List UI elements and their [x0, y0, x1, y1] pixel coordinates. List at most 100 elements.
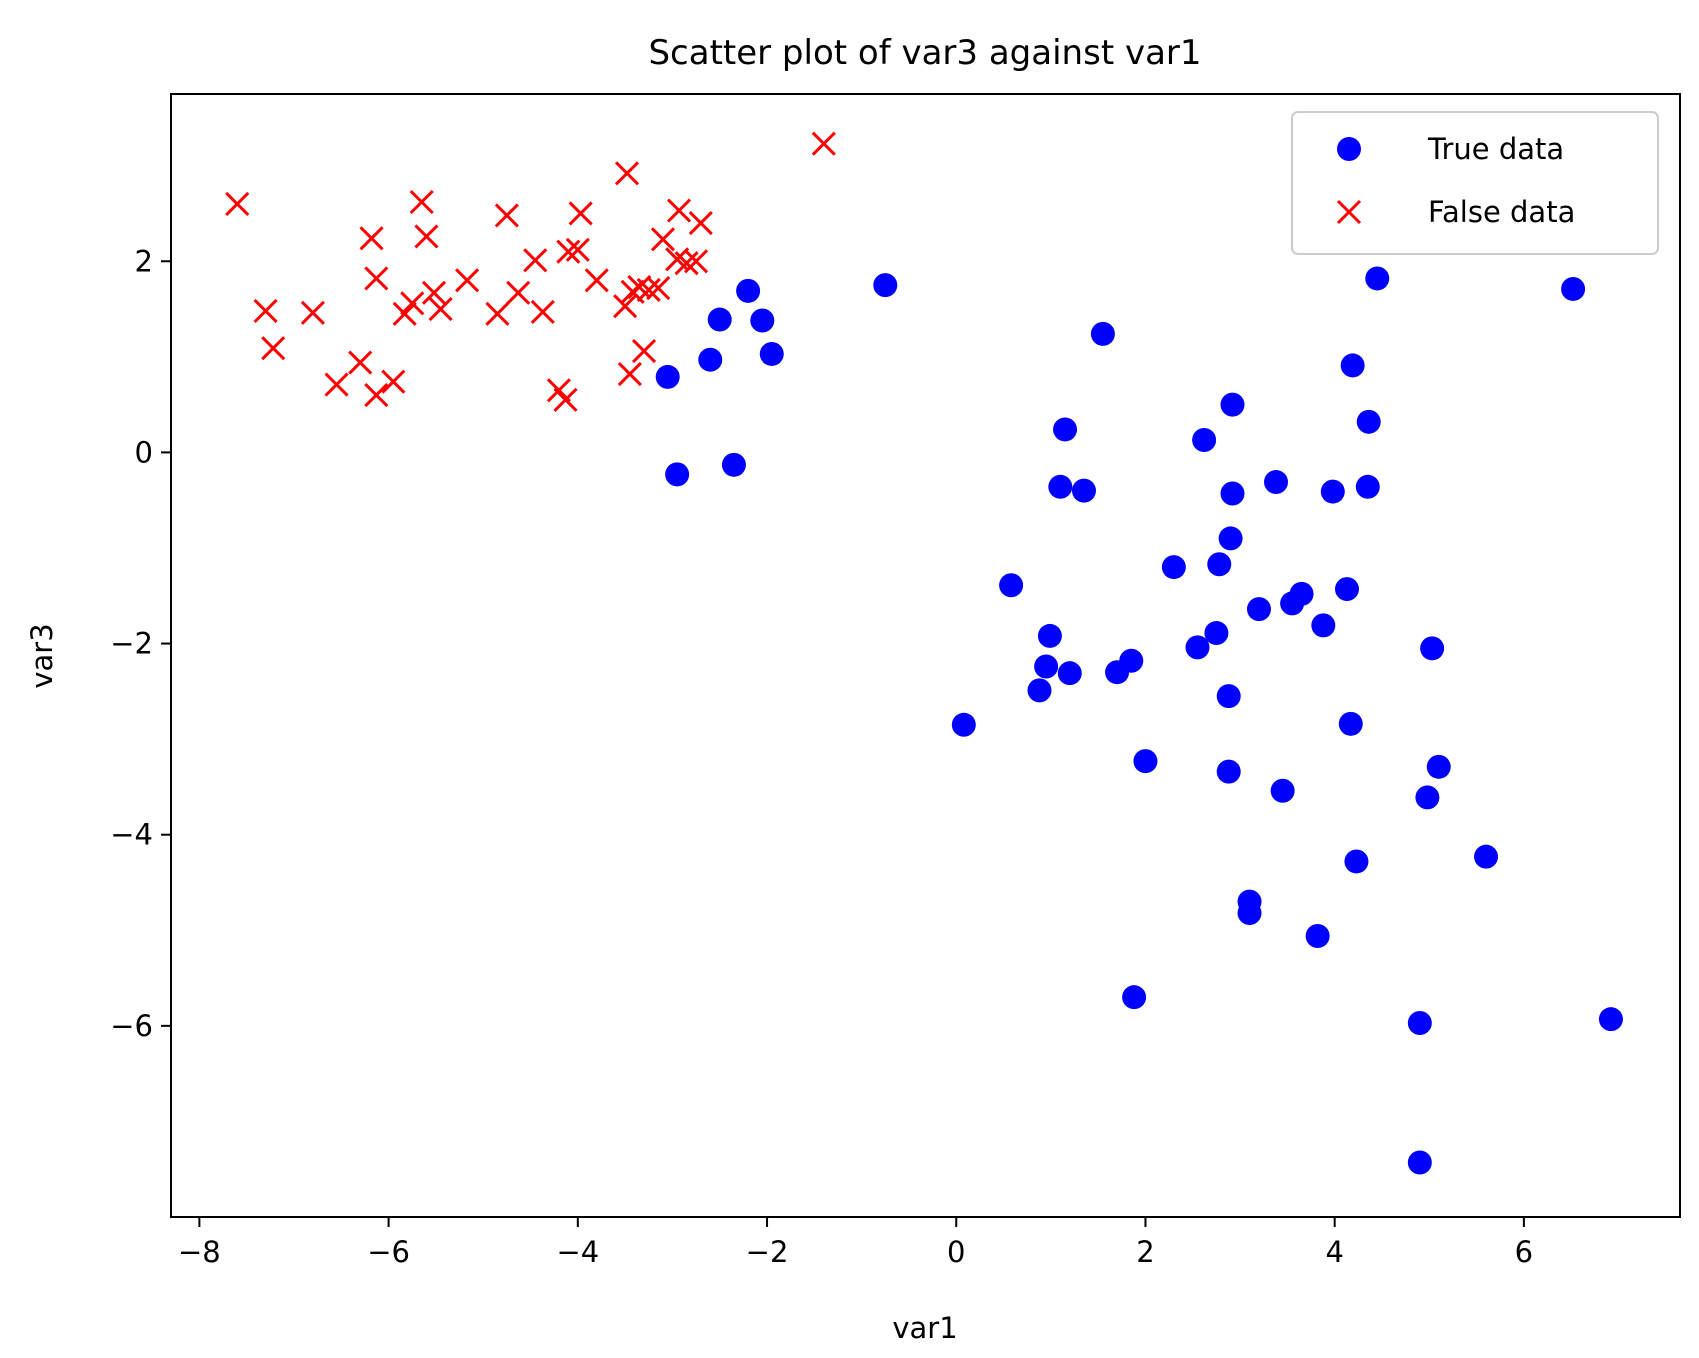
legend-label-false-data: False data	[1428, 195, 1575, 229]
false-data-point	[348, 350, 373, 375]
false-data-point	[364, 266, 389, 291]
y-tick-label: 2	[135, 244, 153, 278]
true-data-point	[1119, 648, 1144, 673]
true-data-point	[1270, 778, 1295, 803]
true-data-point	[1305, 924, 1330, 949]
true-data-point	[665, 462, 690, 487]
false-data-point	[646, 275, 671, 301]
data-marks	[225, 131, 1623, 1175]
legend-circle-marker	[1337, 137, 1361, 161]
y-axis-label: var3	[25, 623, 59, 688]
y-tick-label: 0	[135, 435, 153, 469]
false-data-point	[584, 268, 609, 293]
true-data-point	[1133, 749, 1158, 774]
true-data-point	[1204, 621, 1229, 646]
false-data-point	[523, 248, 548, 273]
true-data-point	[1356, 409, 1381, 434]
false-data-point	[614, 161, 640, 186]
false-data-point	[400, 291, 425, 316]
x-axis: −8 −6 −4 −2 0 2 4 6	[178, 1217, 1533, 1269]
true-data-point	[707, 307, 732, 332]
true-data-point	[1246, 597, 1271, 622]
false-data-point	[414, 224, 439, 249]
false-data-point	[613, 294, 638, 319]
true-data-point	[1320, 479, 1345, 504]
true-data-point	[1048, 474, 1073, 499]
true-data-point	[1057, 661, 1082, 686]
false-data-point	[485, 301, 510, 326]
false-data-point	[684, 249, 709, 274]
false-data-point	[553, 387, 578, 412]
true-data-point	[951, 712, 976, 737]
true-data-point	[1216, 759, 1241, 784]
false-data-point	[556, 239, 581, 264]
true-data-point	[698, 347, 723, 372]
false-data-point	[324, 372, 349, 397]
true-data-point	[1185, 635, 1210, 660]
true-data-point	[1027, 678, 1052, 703]
x-tick-label: −6	[367, 1235, 410, 1269]
false-data-point	[421, 280, 447, 305]
true-data-point	[1264, 470, 1289, 495]
x-tick-label: −4	[556, 1235, 599, 1269]
true-data-point	[750, 308, 775, 333]
false-data-point	[506, 280, 531, 305]
false-data-point	[428, 296, 453, 322]
true-data-point	[1344, 849, 1369, 874]
false-data-point	[409, 189, 434, 215]
true-data-point	[1071, 478, 1096, 503]
true-data-point	[1365, 266, 1390, 291]
true-data-point	[1407, 1010, 1432, 1035]
true-data-point	[1237, 889, 1262, 914]
y-tick-label: −6	[110, 1009, 153, 1043]
false-data-point	[300, 300, 325, 325]
true-data-point	[1598, 1007, 1623, 1032]
false-data-point	[261, 336, 286, 361]
true-data-point	[1289, 581, 1314, 606]
x-tick-label: 6	[1515, 1235, 1533, 1269]
y-tick-label: −2	[110, 627, 153, 661]
true-data-point	[1034, 654, 1059, 679]
x-tick-label: −2	[746, 1235, 789, 1269]
false-data-point	[253, 298, 278, 324]
false-data-point	[392, 301, 417, 326]
false-data-point	[565, 237, 590, 262]
true-data-point	[1311, 613, 1336, 638]
true-data-point	[1037, 623, 1062, 648]
true-data-point	[999, 573, 1024, 598]
true-data-point	[873, 273, 898, 298]
x-axis-label: var1	[892, 1311, 957, 1345]
true-data-point	[1161, 555, 1186, 580]
legend-x-marker	[1336, 199, 1362, 225]
y-axis: 2 0 −2 −4 −6	[110, 244, 171, 1043]
plot-area	[170, 93, 1681, 1218]
false-data-point	[455, 268, 480, 293]
true-data-point	[736, 278, 761, 303]
false-data-point	[688, 210, 713, 236]
legend-marker-false-data	[1336, 199, 1362, 225]
false-data-point	[494, 203, 519, 228]
true-data-point	[1218, 526, 1243, 551]
true-data-point	[1426, 754, 1451, 779]
x-tick-label: 2	[1136, 1235, 1154, 1269]
legend-marker-true-data	[1337, 137, 1361, 161]
true-data-point	[1420, 636, 1445, 661]
legend-label-true-data: True data	[1427, 132, 1564, 166]
true-data-point	[1474, 844, 1499, 869]
false-data-point	[631, 339, 657, 364]
false-data-point	[364, 382, 389, 408]
false-data-point	[530, 299, 555, 324]
x-tick-label: −8	[178, 1235, 221, 1269]
true-data-point	[1220, 392, 1245, 417]
true-data-point	[1216, 684, 1241, 709]
false-data-point	[359, 226, 384, 251]
true-data-point	[1340, 353, 1365, 378]
false-data-point	[627, 274, 652, 300]
legend-box	[1291, 111, 1659, 255]
true-data-point	[1220, 481, 1245, 506]
y-tick-label: −4	[110, 818, 153, 852]
false-data-point	[636, 277, 661, 302]
true-data-point	[1090, 321, 1115, 346]
true-data-point	[655, 364, 680, 389]
